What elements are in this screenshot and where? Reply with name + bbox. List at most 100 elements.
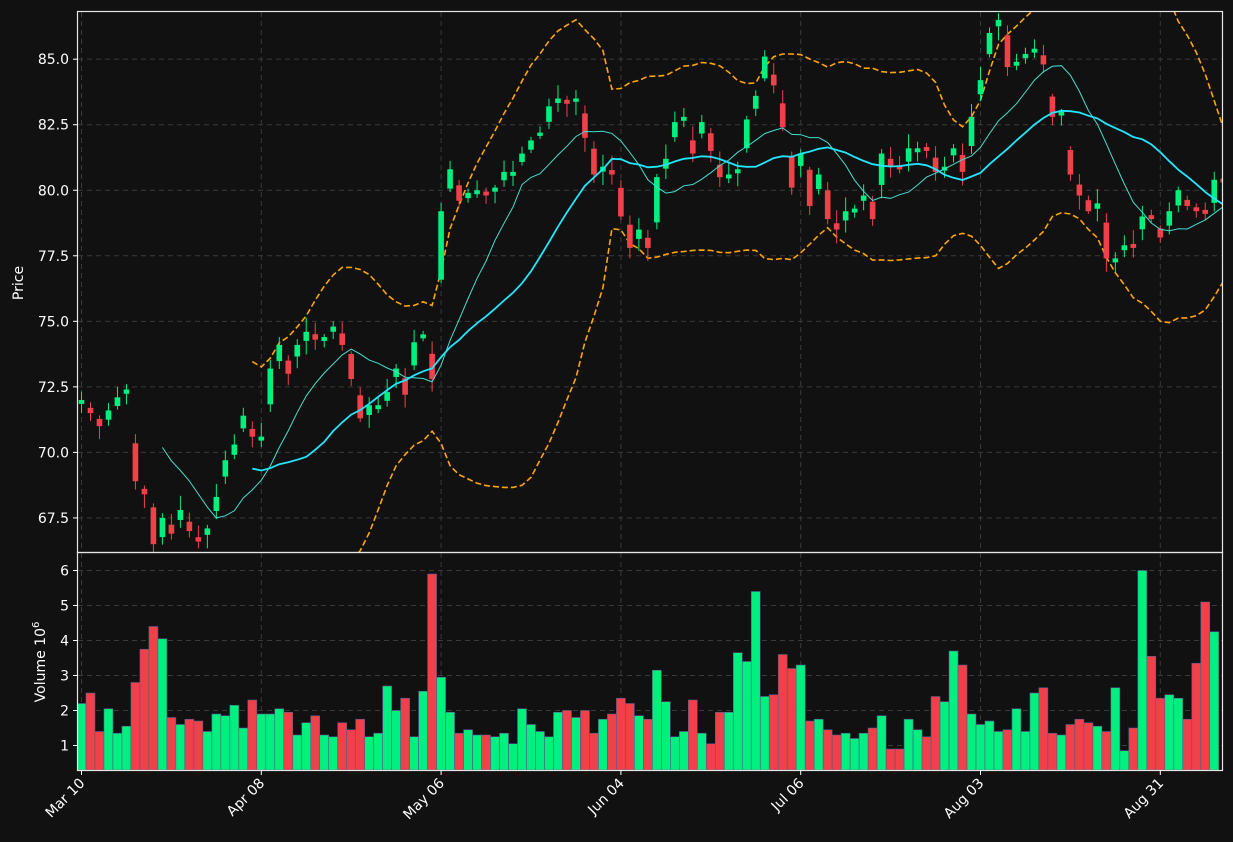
volume-bar (741, 661, 752, 770)
volume-bar (580, 710, 590, 770)
candle-body (168, 524, 175, 534)
volume-bar (535, 731, 545, 770)
volume-tick-label: 4 (60, 634, 69, 650)
volume-bar (85, 692, 96, 770)
candle-body (761, 56, 768, 79)
volume-bar (867, 727, 878, 770)
volume-bar (508, 743, 518, 770)
volume-bar (328, 736, 339, 770)
price-tick-label: 82.5 (38, 118, 69, 134)
volume-bar (975, 724, 986, 770)
candle-body (249, 428, 256, 437)
volume-bar (858, 732, 869, 770)
volume-bar (1029, 692, 1040, 770)
candle-body (699, 122, 705, 134)
candle-body (824, 190, 831, 220)
candle-body (132, 443, 139, 482)
upper-band-line (251, 12, 1222, 369)
candle-body (141, 488, 148, 495)
volume-bar (1002, 729, 1013, 770)
candle-body (582, 113, 588, 138)
price-panel-frame (76, 10, 1224, 554)
date-tick-label: Aug 31 (1121, 776, 1167, 822)
candle-body (357, 395, 363, 419)
volume-bar (723, 711, 734, 770)
volume-bar (939, 701, 950, 770)
candle-body (474, 190, 480, 195)
date-tick-label: Mar 10 (43, 776, 89, 822)
price-tick-label: 77.5 (38, 249, 69, 265)
candle-body (285, 360, 292, 374)
candle-body (627, 224, 633, 248)
candle-body (330, 326, 337, 332)
candle-body (159, 517, 166, 538)
candle-body (1148, 215, 1155, 220)
candle-body (681, 116, 687, 121)
candle-body (779, 103, 786, 128)
volume-bar (139, 648, 150, 770)
volume-bar (1092, 725, 1103, 770)
volume-bar (1074, 718, 1085, 770)
volume-bar (1128, 727, 1139, 770)
volume-bar (993, 731, 1004, 770)
volume-bar (148, 626, 159, 770)
candle-body (1094, 203, 1101, 209)
volume-bar (472, 734, 482, 770)
volume-bar (670, 736, 680, 770)
volume-bar (616, 697, 626, 770)
volume-bar (804, 720, 815, 770)
candle-body (393, 368, 399, 377)
candle-body (429, 353, 435, 379)
volume-bar (517, 708, 527, 770)
candles (78, 13, 1222, 552)
volume-bar (310, 715, 321, 770)
volume-bar (157, 638, 168, 770)
price-tick-label: 70.0 (38, 445, 69, 461)
candle-body (186, 521, 193, 532)
candle-body (1004, 35, 1011, 68)
candle-body (204, 528, 211, 535)
volume-bar (831, 734, 842, 770)
volume-bar (1191, 662, 1202, 770)
volume-bar (391, 710, 401, 770)
candle-body (78, 399, 85, 404)
volume-bar (175, 724, 186, 770)
volume-bar (705, 743, 716, 770)
moving-averages (161, 65, 1222, 519)
candle-body (1058, 111, 1065, 116)
volume-bar (1101, 731, 1112, 770)
candle-body (833, 223, 840, 230)
candle-body (1202, 209, 1209, 214)
candle-body (663, 158, 669, 169)
volume-bar (436, 676, 446, 770)
candle-body (348, 354, 354, 379)
volume-bar (346, 729, 356, 770)
volume-bar (1200, 601, 1211, 770)
candle-body (869, 201, 876, 220)
candle-body (591, 148, 597, 175)
candle-body (96, 418, 103, 427)
volume-bar (957, 664, 968, 770)
volume-bar (795, 664, 806, 770)
volume-bar (688, 699, 698, 770)
candle-body (968, 116, 975, 147)
volume-axis-label: Volume 106 (31, 622, 49, 703)
candle-body (492, 187, 498, 192)
volume-bar (625, 703, 635, 770)
candle-body (501, 171, 507, 181)
volume-bar (759, 696, 770, 770)
volume-bar (1047, 732, 1058, 770)
price-grid (78, 12, 1222, 552)
volume-bar (732, 652, 743, 770)
volume-bar (562, 710, 572, 770)
price-tick-label: 72.5 (38, 380, 69, 396)
volume-bar (652, 669, 662, 770)
volume-bar (121, 725, 132, 770)
volume-panel-frame (76, 551, 1224, 772)
candle-body (672, 122, 678, 138)
candle-body (1049, 96, 1056, 117)
candle-body (87, 407, 94, 414)
volume-bar (849, 738, 860, 770)
candle-body (932, 157, 939, 172)
candle-body (366, 405, 372, 415)
